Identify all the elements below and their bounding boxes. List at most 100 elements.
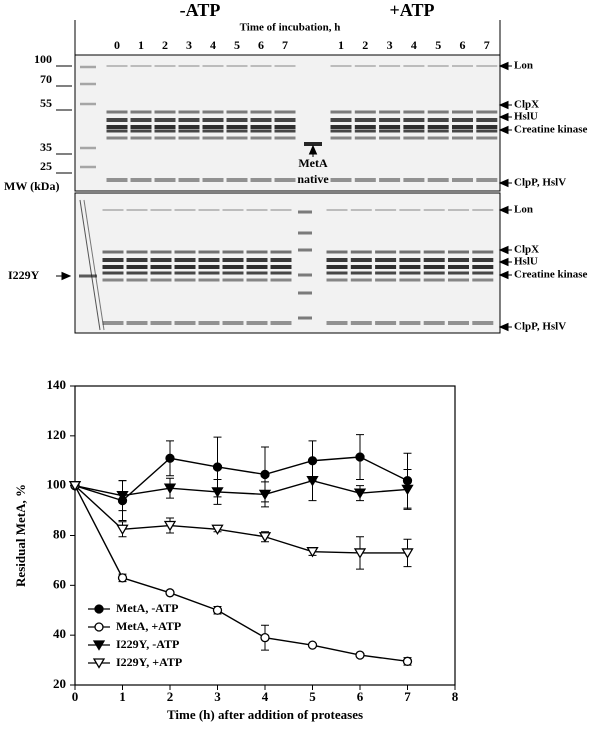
gel-band bbox=[423, 265, 445, 269]
gel-band bbox=[326, 209, 348, 211]
gel-band bbox=[202, 110, 224, 114]
mw-label: 35 bbox=[40, 140, 52, 154]
gel-band bbox=[154, 178, 176, 182]
gel-band bbox=[472, 265, 494, 269]
data-point bbox=[211, 487, 224, 498]
band-label: ClpP, HslV bbox=[514, 177, 566, 189]
gel-band bbox=[270, 209, 292, 211]
gel-band bbox=[274, 178, 296, 182]
gel-band bbox=[106, 118, 128, 122]
gel-band bbox=[375, 321, 397, 325]
data-point bbox=[163, 483, 177, 494]
gel-band bbox=[399, 278, 421, 282]
gel-band bbox=[198, 278, 220, 282]
gel-band bbox=[423, 250, 445, 254]
band-label: ClpX bbox=[514, 244, 539, 256]
gel-band bbox=[198, 271, 220, 275]
arrow bbox=[498, 257, 512, 267]
gel-band bbox=[274, 136, 296, 140]
gel-band bbox=[350, 321, 372, 325]
gel-band bbox=[354, 118, 376, 122]
gel-band bbox=[226, 110, 248, 114]
y-tick-label: 40 bbox=[53, 626, 66, 641]
x-tick-label: 2 bbox=[167, 689, 174, 704]
legend-label: I229Y, -ATP bbox=[116, 637, 179, 651]
gel-band bbox=[399, 271, 421, 275]
gel-band bbox=[274, 110, 296, 114]
gel-band bbox=[80, 82, 96, 86]
gel-band bbox=[154, 129, 176, 133]
gel-band bbox=[106, 65, 128, 67]
band-label: HslU bbox=[514, 111, 538, 123]
data-point bbox=[163, 520, 177, 532]
gel-band bbox=[202, 129, 224, 133]
gel-band bbox=[330, 136, 352, 140]
lane-label: 2 bbox=[162, 38, 168, 52]
data-point bbox=[355, 452, 365, 462]
gel-band bbox=[375, 278, 397, 282]
gel-band bbox=[354, 110, 376, 114]
mw-label: 25 bbox=[40, 159, 52, 173]
gel-band bbox=[250, 125, 272, 129]
data-point bbox=[307, 640, 318, 650]
gel-band bbox=[250, 118, 272, 122]
gel-band bbox=[126, 321, 148, 325]
gel-band bbox=[154, 110, 176, 114]
gel-band bbox=[403, 178, 425, 182]
gel-band bbox=[150, 321, 172, 325]
gel-band bbox=[250, 110, 272, 114]
gel-band bbox=[198, 250, 220, 254]
gel-band bbox=[178, 125, 200, 129]
gel-band bbox=[452, 136, 473, 140]
native-label: MetA bbox=[298, 156, 328, 170]
gel-band bbox=[399, 250, 421, 254]
gel-band bbox=[375, 209, 397, 211]
gel-band bbox=[226, 65, 248, 67]
data-point bbox=[116, 524, 129, 536]
gel-band bbox=[202, 178, 224, 182]
data-point bbox=[116, 490, 129, 502]
gel-band bbox=[130, 129, 152, 133]
lane-label: 4 bbox=[411, 38, 417, 52]
gel-band bbox=[226, 125, 248, 129]
gel-band bbox=[452, 178, 473, 182]
gel-band bbox=[298, 231, 312, 235]
gel-band bbox=[102, 250, 124, 254]
gel-band bbox=[427, 110, 449, 114]
gel-band bbox=[274, 125, 296, 129]
arrow bbox=[498, 245, 512, 255]
gel-band bbox=[354, 136, 376, 140]
gel-band bbox=[174, 321, 196, 325]
series-line bbox=[74, 485, 408, 663]
gel-band bbox=[250, 65, 272, 67]
gel-band bbox=[476, 125, 498, 129]
gel-band bbox=[379, 65, 401, 67]
gel-band bbox=[330, 65, 352, 67]
x-tick-label: 7 bbox=[404, 689, 411, 704]
gel-band bbox=[476, 178, 498, 182]
gel-band bbox=[130, 178, 152, 182]
data-point bbox=[307, 456, 318, 466]
gel-band bbox=[403, 125, 425, 129]
gel-band bbox=[448, 265, 469, 269]
gel-band bbox=[354, 125, 376, 129]
lane-label: 4 bbox=[210, 38, 216, 52]
gel-band bbox=[472, 271, 494, 275]
gel-band bbox=[102, 278, 124, 282]
gel-band bbox=[354, 178, 376, 182]
band-label: Lon bbox=[514, 60, 533, 72]
gel-band bbox=[350, 209, 372, 211]
gel-band bbox=[274, 129, 296, 133]
gel-band bbox=[250, 129, 272, 133]
data-point bbox=[258, 532, 272, 543]
lane-label: 5 bbox=[435, 38, 441, 52]
gel-band bbox=[476, 65, 498, 67]
gel-band bbox=[403, 65, 425, 67]
lane-label: 7 bbox=[282, 38, 288, 52]
gel-title: -ATP bbox=[180, 0, 221, 20]
gel-scratch bbox=[83, 199, 105, 331]
gel-band bbox=[150, 278, 172, 282]
gel-band bbox=[330, 110, 352, 114]
mw-label: 100 bbox=[34, 52, 52, 66]
